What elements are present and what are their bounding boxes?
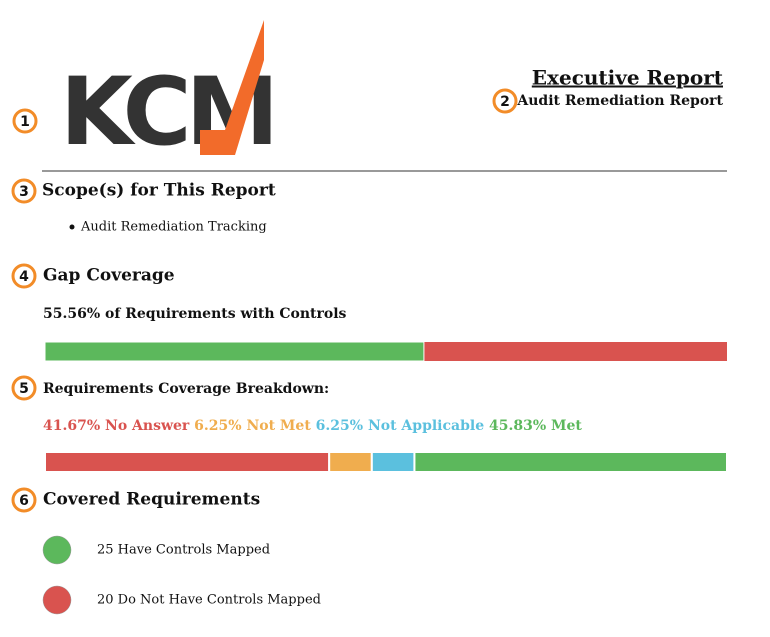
status-dot bbox=[42, 535, 72, 565]
bullet bbox=[69, 224, 75, 230]
callout-number: 6 bbox=[19, 493, 29, 509]
logo-check bbox=[200, 20, 264, 155]
logo: KCM bbox=[60, 20, 279, 167]
breakdown-label: 6.25% Not Met bbox=[194, 418, 311, 434]
callout-ring bbox=[11, 263, 37, 289]
scope-item: Audit Remediation Tracking bbox=[80, 220, 267, 235]
breakdown-labels: 41.67% No Answer 6.25% Not Met 6.25% Not… bbox=[43, 418, 582, 434]
report-subtitle: Audit Remediation Report bbox=[516, 93, 723, 109]
gap-heading: Gap Coverage bbox=[43, 266, 175, 286]
breakdown-segment bbox=[44, 451, 331, 473]
callout-number: 3 bbox=[19, 184, 29, 200]
scope-heading: Scope(s) for This Report bbox=[42, 181, 276, 201]
covered-item: 25 Have Controls Mapped bbox=[97, 543, 270, 558]
callout-ring bbox=[492, 88, 518, 114]
breakdown-label: 6.25% Not Applicable bbox=[316, 418, 485, 434]
gap-label: 55.56% of Requirements with Controls bbox=[43, 306, 347, 322]
report-title: Executive Report bbox=[532, 66, 724, 90]
breakdown-segment bbox=[413, 451, 728, 473]
gap-bar-covered bbox=[44, 341, 425, 362]
callout: 4 bbox=[11, 263, 37, 289]
breakdown-segment bbox=[370, 451, 416, 473]
callout: 5 bbox=[11, 375, 37, 401]
covered-item: 20 Do Not Have Controls Mapped bbox=[97, 593, 321, 608]
breakdown-label: 45.83% Met bbox=[489, 418, 582, 434]
callout-number: 5 bbox=[19, 381, 29, 397]
callout-ring bbox=[11, 375, 37, 401]
breakdown-label: 41.67% No Answer bbox=[43, 418, 190, 434]
callout: 3 bbox=[11, 178, 37, 204]
breakdown-segment bbox=[328, 451, 373, 473]
callout-ring bbox=[12, 108, 38, 134]
callout-number: 1 bbox=[20, 114, 30, 130]
callout: 2 bbox=[492, 88, 518, 114]
callout: 1 bbox=[12, 108, 38, 134]
callout-number: 2 bbox=[500, 94, 510, 110]
callout-ring bbox=[11, 178, 37, 204]
callout-ring bbox=[11, 487, 37, 513]
callout: 6 bbox=[11, 487, 37, 513]
breakdown-heading: Requirements Coverage Breakdown: bbox=[43, 381, 329, 397]
status-dot bbox=[42, 585, 72, 615]
covered-heading: Covered Requirements bbox=[43, 490, 260, 510]
callout-number: 4 bbox=[19, 269, 29, 285]
